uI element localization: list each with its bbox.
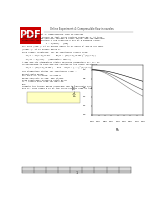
X-axis label: Ma: Ma <box>116 128 119 132</box>
FancyBboxPatch shape <box>20 27 41 44</box>
Text: 1: 1 <box>75 171 77 175</box>
Y-axis label: p/p₀, T/T₀: p/p₀, T/T₀ <box>73 84 77 96</box>
FancyBboxPatch shape <box>27 92 80 103</box>
Text: PDF: PDF <box>19 30 41 40</box>
Text: Online Experiment 4: Compressible flow in nozzles: Online Experiment 4: Compressible flow i… <box>50 27 114 31</box>
Text: Online Experiment 4: Compressible flow in nozzles

The throat of a nozzle is tha: Online Experiment 4: Compressible flow i… <box>22 34 105 90</box>
